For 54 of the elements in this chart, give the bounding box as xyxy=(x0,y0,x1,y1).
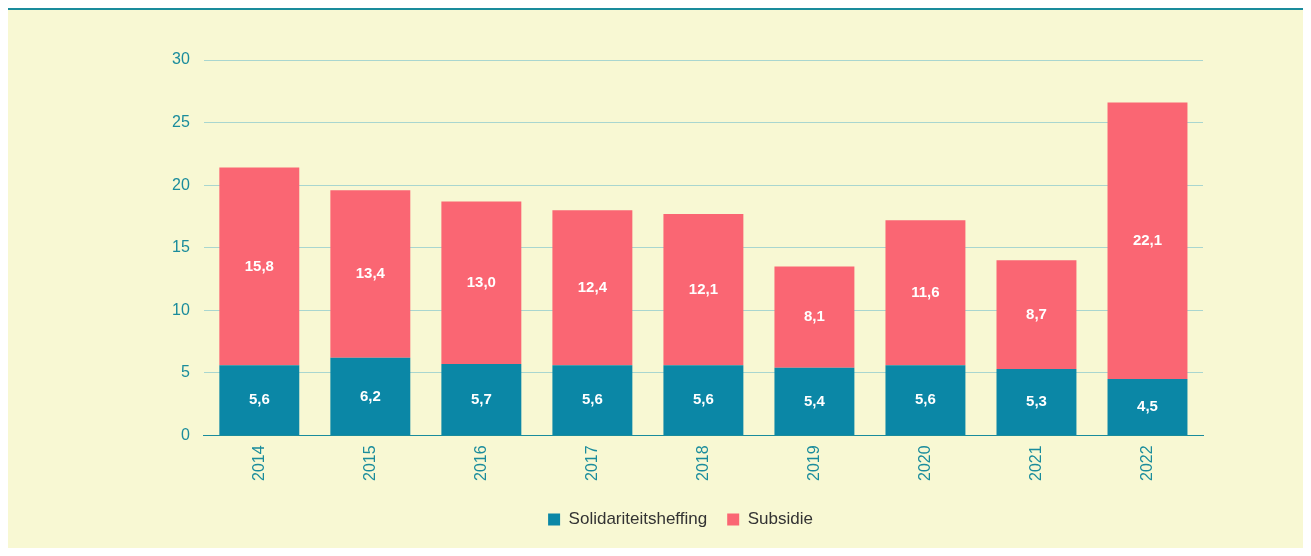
data-label: 8,7 xyxy=(1026,304,1047,322)
bar xyxy=(219,167,300,366)
x-tick-label: 2017 xyxy=(582,445,600,481)
bar xyxy=(441,364,522,435)
data-label: 11,6 xyxy=(911,282,940,300)
data-label: 5,6 xyxy=(248,390,270,408)
data-label: 5,7 xyxy=(470,389,492,407)
bar xyxy=(1107,102,1188,380)
y-tick-label: 30 xyxy=(172,50,190,68)
y-tick-label: 0 xyxy=(180,425,190,443)
x-tick-label: 2020 xyxy=(915,445,933,481)
data-label: 6,2 xyxy=(359,386,381,404)
y-tick-label: 20 xyxy=(172,175,190,193)
bar xyxy=(885,220,966,366)
bar xyxy=(663,365,744,435)
bar xyxy=(330,357,411,435)
data-label: 22,1 xyxy=(1132,230,1163,248)
x-tick-label: 2014 xyxy=(249,445,267,481)
data-label: 4,5 xyxy=(1137,397,1158,415)
bar xyxy=(552,365,633,435)
bar xyxy=(663,213,744,366)
data-label: 15,8 xyxy=(244,256,274,274)
y-tick-label: 15 xyxy=(172,238,190,256)
bar xyxy=(885,365,966,435)
data-label: 5,6 xyxy=(915,390,936,408)
x-tick-label: 2019 xyxy=(804,445,822,481)
data-label: 13,4 xyxy=(355,264,386,282)
bar xyxy=(552,210,633,366)
legend-label: Subsidie xyxy=(747,509,813,529)
bar xyxy=(219,365,300,435)
data-label: 12,4 xyxy=(577,277,608,295)
y-tick-label: 5 xyxy=(180,363,190,381)
bar xyxy=(1107,379,1188,435)
bar xyxy=(996,369,1077,435)
data-label: 13,0 xyxy=(466,272,496,290)
x-tick-label: 2016 xyxy=(471,445,489,481)
legend-label: Solidariteitsheffing xyxy=(568,509,708,529)
x-tick-label: 2021 xyxy=(1026,445,1044,481)
x-tick-label: 2015 xyxy=(360,445,378,481)
data-label: 12,1 xyxy=(688,279,718,297)
bar xyxy=(330,190,411,358)
bar xyxy=(774,367,855,435)
data-label: 5,6 xyxy=(692,390,714,408)
bar xyxy=(441,201,522,365)
data-label: 5,4 xyxy=(803,391,826,409)
bar xyxy=(996,260,1077,370)
data-label: 5,3 xyxy=(1026,392,1047,410)
data-label: 5,6 xyxy=(581,390,603,408)
y-tick-label: 10 xyxy=(172,300,190,318)
x-tick-label: 2022 xyxy=(1137,445,1155,481)
x-tick-label: 2018 xyxy=(693,445,711,481)
data-label: 8,1 xyxy=(803,307,825,325)
y-tick-label: 25 xyxy=(172,112,190,130)
bar xyxy=(774,266,855,368)
